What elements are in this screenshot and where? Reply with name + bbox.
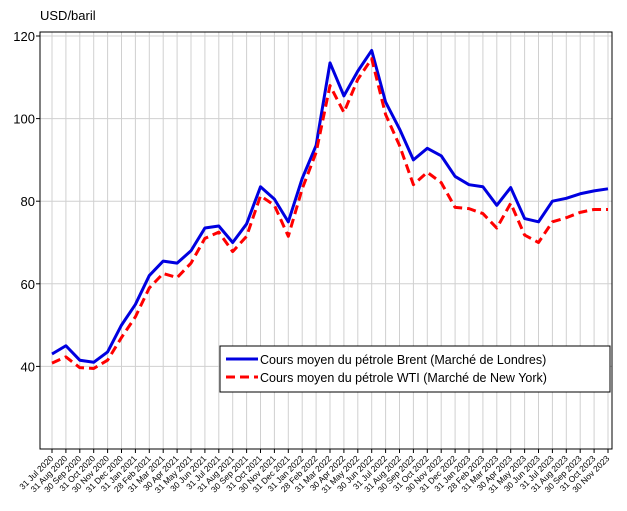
series-line [51,48,609,364]
legend-label: Cours moyen du pétrole WTI (Marché de Ne… [260,371,547,385]
y-tick-label: 80 [21,194,35,209]
y-tick-label: 40 [21,359,35,374]
series-line [51,57,608,370]
legend: Cours moyen du pétrole Brent (Marché de … [219,345,611,393]
y-tick-label: 60 [21,277,35,292]
plot-frame [39,31,613,450]
y-axis-label: USD/baril [40,8,96,23]
y-tick-label: 120 [13,29,35,44]
legend-label: Cours moyen du pétrole Brent (Marché de … [260,353,546,367]
y-tick-label: 100 [13,112,35,127]
legend-box [219,345,611,393]
